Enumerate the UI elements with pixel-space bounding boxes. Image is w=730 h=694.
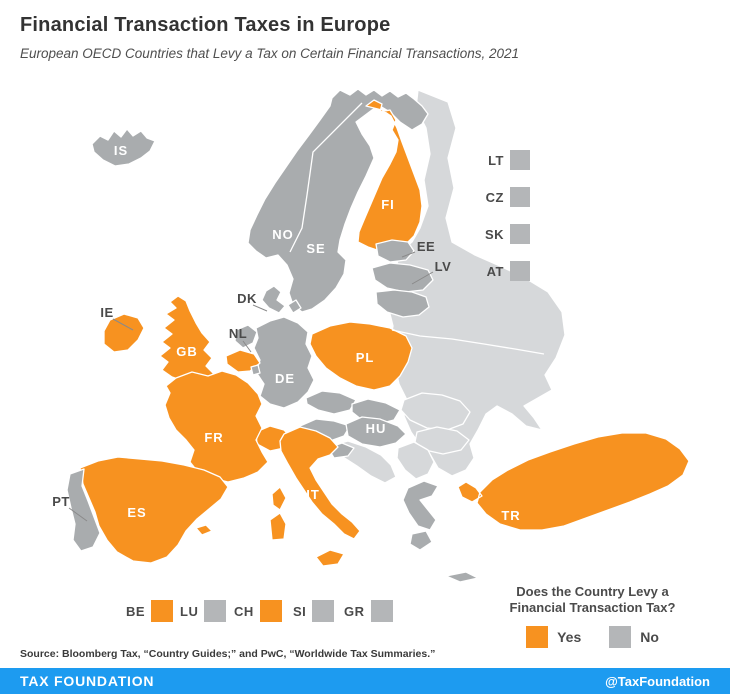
legend-swatch-row: Yes No	[470, 625, 715, 648]
pointer-label-dk: DK	[237, 291, 257, 306]
pointer-label-lv: LV	[435, 259, 452, 274]
country-gr	[402, 480, 439, 551]
country-hu	[345, 416, 407, 448]
map-label-es: ES	[127, 505, 146, 520]
callout-lu: LU	[180, 600, 227, 622]
page-title: Financial Transaction Taxes in Europe	[20, 14, 391, 36]
callout-swatch-cz	[510, 187, 530, 207]
callout-label-be: BE	[126, 603, 146, 619]
internal-border-0	[289, 102, 363, 253]
callout-swatch-lu	[204, 600, 227, 622]
map-label-pl: PL	[356, 350, 375, 365]
country-lt	[375, 289, 430, 318]
callout-swatch-gr	[370, 600, 393, 622]
callout-swatch-be	[151, 600, 174, 622]
legend-question-line2: Financial Transaction Tax?	[509, 599, 676, 615]
country-crete	[445, 571, 479, 583]
footer-bar: TAX FOUNDATION @TaxFoundation	[0, 668, 730, 694]
pointer-line-lv	[411, 271, 434, 285]
map-label-gb: GB	[176, 344, 198, 359]
callout-label-lu: LU	[180, 603, 199, 619]
callout-gr: GR	[344, 600, 393, 622]
country-ro	[400, 392, 471, 431]
map-label-no: NO	[272, 227, 294, 242]
callout-swatch-si	[312, 600, 335, 622]
country-cz	[305, 390, 357, 415]
map-label-se: SE	[306, 241, 325, 256]
map-label-fr: FR	[204, 430, 223, 445]
map-label-de: DE	[275, 371, 295, 386]
callout-sk: SK	[478, 224, 530, 244]
callout-lt: LT	[478, 150, 530, 170]
country-pl	[309, 321, 413, 391]
pointer-line-pt	[68, 507, 88, 522]
country-scan	[247, 88, 429, 313]
country-lu	[250, 364, 261, 376]
legend-no-swatch	[609, 625, 632, 648]
map-label-tr: TR	[501, 508, 520, 523]
callout-label-at: AT	[486, 263, 504, 279]
map-label-fi: FI	[381, 197, 395, 212]
country-it	[269, 426, 361, 567]
source-note: Source: Bloomberg Tax, “Country Guides;”…	[20, 648, 436, 660]
legend-yes-swatch	[526, 625, 549, 648]
country-lv	[371, 262, 434, 293]
internal-border-1	[391, 329, 545, 355]
legend-no-label: No	[640, 628, 659, 645]
pointer-label-pt: PT	[52, 494, 70, 509]
country-is	[91, 128, 156, 167]
footer-brand: TAX FOUNDATION	[20, 673, 155, 689]
callout-swatch-ch	[259, 600, 282, 622]
country-ie	[103, 313, 145, 353]
callout-at: AT	[478, 261, 530, 281]
country-fi	[357, 99, 423, 252]
callout-cz: CZ	[478, 187, 530, 207]
pointer-line-ie	[112, 318, 134, 331]
pointer-label-nl: NL	[229, 326, 247, 341]
callout-si: SI	[293, 600, 335, 622]
country-de	[253, 316, 315, 409]
pointer-line-ee	[401, 251, 416, 258]
callout-swatch-at	[510, 261, 530, 281]
footer-handle: @TaxFoundation	[605, 673, 710, 689]
callout-swatch-sk	[510, 224, 530, 244]
callout-be: BE	[126, 600, 174, 622]
pointer-label-ie: IE	[100, 305, 113, 320]
legend-question-line1: Does the Country Levy a	[516, 584, 669, 599]
country-dk	[261, 285, 302, 314]
country-pt	[66, 468, 101, 552]
legend-yes-label: Yes	[557, 628, 582, 645]
pointer-label-ee: EE	[417, 239, 435, 254]
page-subtitle: European OECD Countries that Levy a Tax …	[20, 46, 520, 61]
pointer-line-nl	[242, 340, 252, 353]
country-almk	[396, 441, 435, 480]
callout-label-sk: SK	[484, 226, 504, 242]
country-tr	[457, 432, 690, 531]
country-nl	[234, 324, 258, 349]
legend: Does the Country Levy a Financial Transa…	[470, 584, 715, 648]
callout-label-gr: GR	[344, 603, 365, 619]
callout-swatch-lt	[510, 150, 530, 170]
country-fr	[164, 370, 287, 511]
map-label-is: IS	[114, 143, 128, 158]
pointer-line-dk	[252, 304, 268, 312]
map-label-hu: HU	[366, 421, 387, 436]
country-gb	[159, 295, 215, 385]
callout-label-ch: CH	[234, 603, 254, 619]
callout-label-si: SI	[293, 603, 307, 619]
map-label-it: IT	[306, 487, 320, 502]
callout-ch: CH	[234, 600, 282, 622]
callout-label-lt: LT	[488, 152, 504, 168]
country-es	[79, 456, 229, 564]
callout-label-cz: CZ	[485, 189, 504, 205]
